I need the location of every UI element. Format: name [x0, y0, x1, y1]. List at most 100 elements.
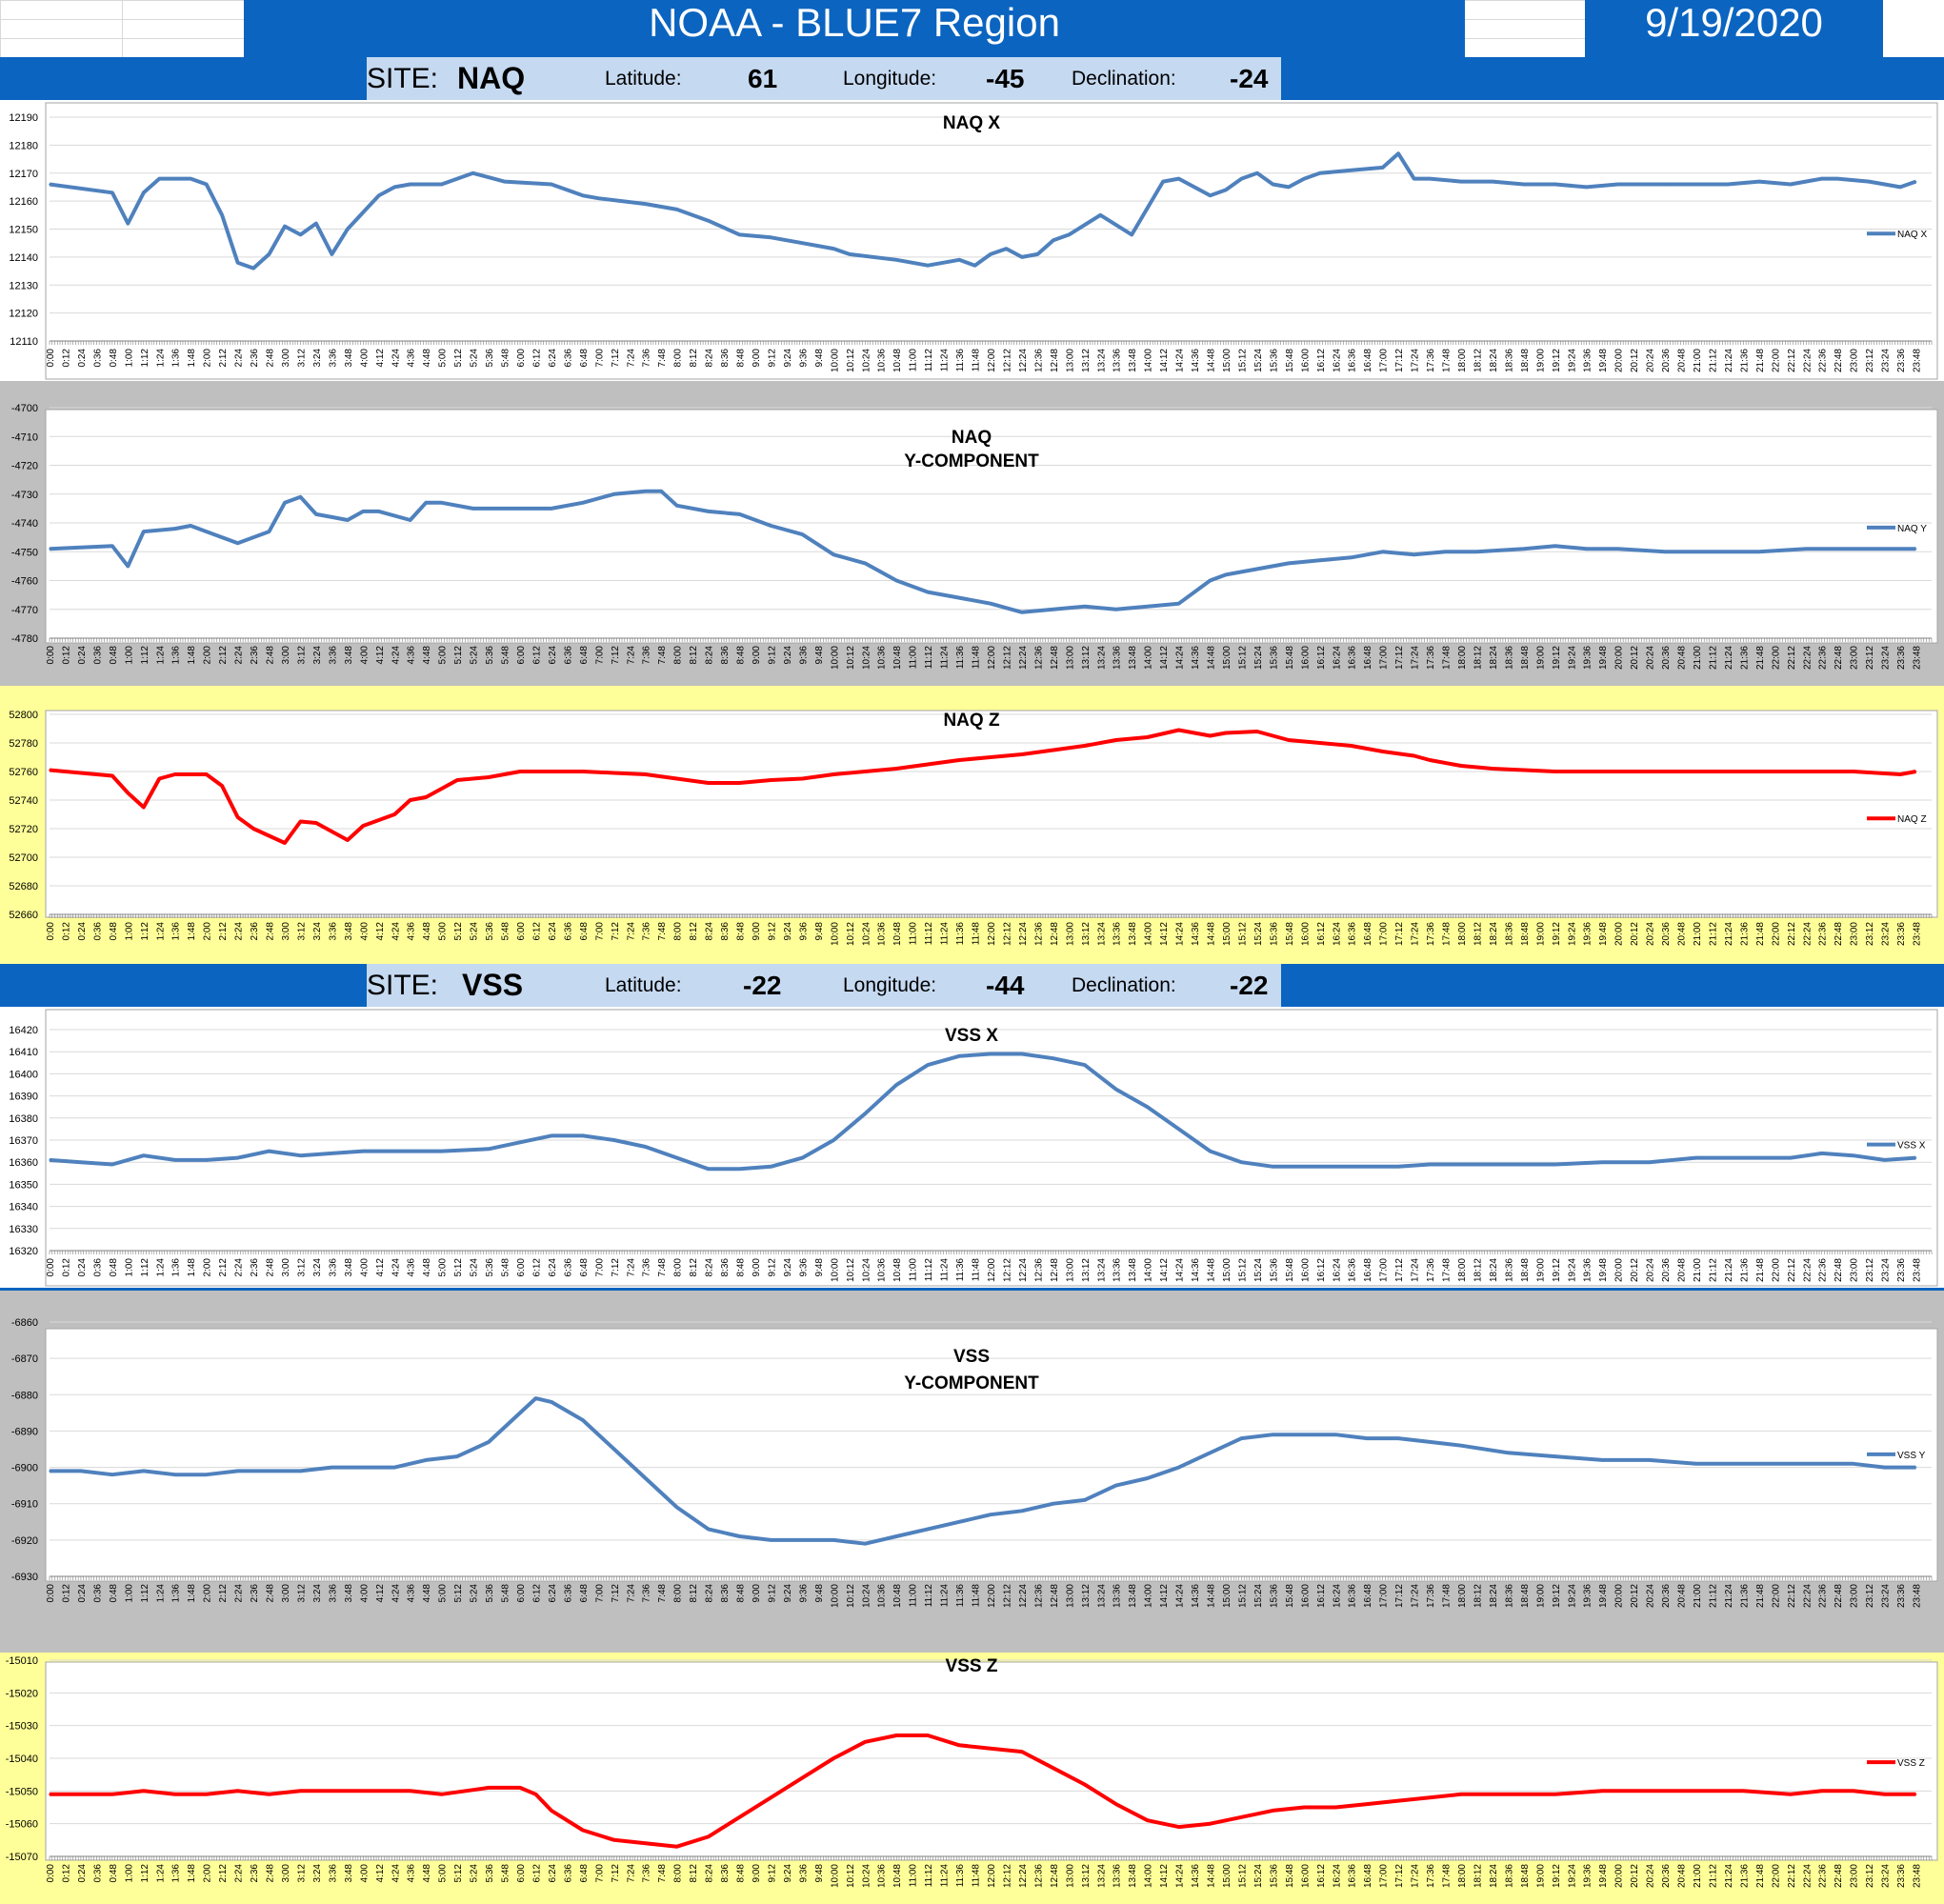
- data-point: [1177, 1466, 1180, 1469]
- x-tick-label: 7:12: [611, 1584, 621, 1603]
- x-tick-label: 0:24: [77, 922, 88, 941]
- x-tick-label: 1:00: [124, 349, 134, 368]
- data-point: [1256, 568, 1258, 571]
- data-point: [315, 222, 317, 225]
- data-point: [1914, 771, 1917, 772]
- x-tick-label: 23:48: [1913, 349, 1923, 372]
- x-tick-label: 13:12: [1081, 1584, 1092, 1608]
- x-tick-label: 4:12: [375, 646, 386, 665]
- data-point: [252, 828, 254, 830]
- data-point: [1899, 548, 1901, 551]
- x-tick-label: 3:36: [328, 646, 338, 665]
- x-tick-label: 7:48: [657, 349, 668, 368]
- data-point: [1084, 745, 1086, 747]
- data-point: [582, 502, 584, 504]
- x-tick-label: 4:12: [375, 1584, 386, 1603]
- chart-subtitle: Y-COMPONENT: [904, 451, 1039, 471]
- data-point: [1507, 1163, 1510, 1166]
- x-tick-label: 0:36: [92, 1258, 103, 1277]
- x-tick-label: 6:00: [516, 922, 527, 941]
- x-tick-label: 12:36: [1033, 646, 1044, 670]
- x-tick-label: 16:24: [1332, 646, 1342, 670]
- data-point: [299, 1470, 302, 1473]
- x-tick-label: 17:24: [1411, 349, 1421, 372]
- data-point: [1758, 180, 1760, 183]
- data-point: [1648, 1459, 1651, 1461]
- x-tick-label: 15:00: [1222, 1258, 1233, 1282]
- data-point: [1820, 1152, 1823, 1154]
- data-point: [551, 1134, 552, 1137]
- x-tick-label: 23:12: [1865, 349, 1875, 372]
- data-point: [644, 1146, 647, 1148]
- x-tick-label: 23:24: [1881, 646, 1892, 670]
- x-tick-label: 19:24: [1567, 1584, 1577, 1608]
- x-tick-label: 6:48: [579, 646, 590, 665]
- x-tick-label: 13:48: [1128, 349, 1138, 372]
- data-point: [1146, 1106, 1149, 1108]
- data-point: [644, 773, 647, 775]
- chart-title: VSS: [953, 1347, 990, 1367]
- report-date: 9/19/2020: [1585, 0, 1883, 57]
- x-tick-label: 21:24: [1724, 349, 1734, 372]
- x-tick-label: 17:48: [1442, 349, 1453, 372]
- x-tick-label: 19:12: [1552, 646, 1562, 670]
- x-tick-label: 8:00: [673, 646, 684, 665]
- data-point: [613, 772, 615, 774]
- x-tick-label: 22:12: [1787, 1258, 1797, 1282]
- site-code: NAQ: [457, 61, 526, 95]
- y-tick-label: -6920: [11, 1535, 38, 1547]
- data-point: [284, 502, 286, 504]
- x-tick-label: 3:00: [281, 1584, 291, 1603]
- x-tick-label: 18:48: [1520, 1584, 1531, 1608]
- y-tick-label: 52660: [9, 910, 38, 921]
- x-tick-label: 1:00: [124, 1584, 134, 1603]
- x-tick-label: 6:24: [548, 349, 558, 368]
- x-tick-label: 13:12: [1081, 349, 1092, 372]
- data-point: [582, 1419, 584, 1421]
- data-point: [1225, 573, 1227, 576]
- x-tick-label: 12:36: [1033, 1584, 1044, 1608]
- y-tick-label: 12190: [9, 112, 38, 124]
- x-tick-label: 19:12: [1552, 922, 1562, 946]
- x-tick-label: 9:00: [752, 1584, 762, 1603]
- x-tick-label: 6:48: [579, 1584, 590, 1603]
- x-tick-label: 18:36: [1504, 1258, 1514, 1282]
- x-tick-label: 16:24: [1332, 1584, 1342, 1608]
- x-tick-label: 10:24: [861, 349, 872, 372]
- x-tick-label: 14:36: [1191, 922, 1201, 946]
- x-tick-label: 5:24: [470, 1584, 480, 1603]
- data-point: [1695, 1462, 1697, 1465]
- data-point: [425, 796, 428, 798]
- data-point: [111, 545, 113, 547]
- x-tick-label: 15:36: [1269, 349, 1279, 372]
- x-tick-label: 10:48: [892, 1584, 903, 1608]
- x-tick-label: 9:36: [798, 1258, 809, 1277]
- x-tick-label: 1:12: [140, 1584, 150, 1603]
- x-tick-label: 1:24: [155, 1584, 166, 1603]
- x-tick-label: 14:00: [1144, 922, 1154, 946]
- x-tick-label: 17:36: [1426, 1584, 1436, 1608]
- x-tick-label: 4:00: [359, 349, 370, 368]
- x-tick-label: 2:24: [234, 349, 245, 368]
- x-tick-label: 10:36: [877, 1584, 888, 1608]
- data-point: [1146, 736, 1149, 738]
- data-point: [519, 771, 521, 772]
- x-tick-label: 19:00: [1535, 349, 1546, 372]
- y-tick-label: 52780: [9, 738, 38, 750]
- data-point: [801, 777, 804, 780]
- x-tick-label: 22:24: [1802, 646, 1813, 670]
- x-tick-label: 23:12: [1865, 1258, 1875, 1282]
- chart-naq-z: 52800 52780 52760 52740 52720 52700 52680 52660…: [0, 686, 1944, 964]
- y-tick-label: -15070: [6, 1852, 38, 1863]
- x-tick-label: 3:00: [281, 349, 291, 368]
- x-tick-label: 6:36: [563, 1584, 573, 1603]
- x-tick-label: 4:48: [422, 922, 432, 941]
- data-point: [1523, 769, 1525, 772]
- data-point: [268, 1470, 271, 1473]
- plot-area: [45, 1661, 1938, 1861]
- data-point: [582, 771, 584, 772]
- x-tick-label: 4:12: [375, 922, 386, 941]
- x-tick-label: 14:00: [1144, 1258, 1154, 1282]
- data-point: [1366, 1166, 1368, 1168]
- x-tick-label: 3:24: [312, 349, 323, 368]
